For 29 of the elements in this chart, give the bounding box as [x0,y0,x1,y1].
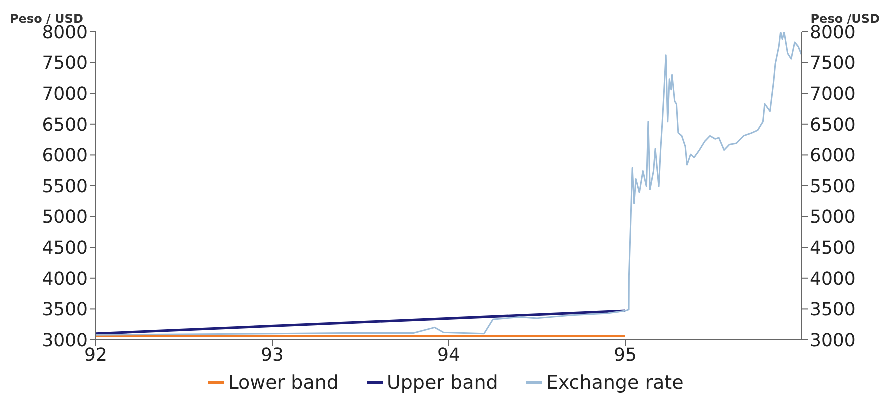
x-tick-label: 95 [614,344,637,366]
legend-label: Upper band [386,372,498,394]
line-series [96,32,802,336]
legend-label: Exchange rate [545,372,684,394]
y2-tick-label: 3000 [810,330,856,352]
x-tick-label: 93 [261,344,284,366]
y2-tick-label: 3500 [810,300,856,321]
y2-tick-label: 7500 [810,53,856,74]
y2-tick-label: 6000 [810,146,856,167]
y2-axis-title: Peso /USD [810,12,880,26]
y-tick-label: 7500 [42,53,88,74]
x-tick-label: 92 [84,344,108,366]
y2-tick-label: 5000 [810,207,856,228]
y-tick-label: 3500 [42,300,88,321]
legend-label: Lower band [227,372,339,394]
y2-tick-label: 6500 [810,114,856,136]
y-tick-label: 4500 [42,238,88,259]
y-tick-label: 5000 [42,207,88,228]
y2-tick-label: 4000 [810,268,856,290]
y-tick-label: 6000 [42,146,88,167]
y2-tick-label: 5500 [810,176,856,198]
y2-tick-label: 4500 [810,238,856,259]
y-tick-label: 7000 [42,84,88,105]
y-tick-label: 5500 [42,176,88,198]
y2-tick-label: 7000 [810,84,856,105]
y-tick-label: 4000 [42,268,88,290]
x-tick-label: 94 [438,344,460,366]
y-axis-title: Peso / USD [10,12,84,26]
y-tick-label: 6500 [42,114,88,136]
